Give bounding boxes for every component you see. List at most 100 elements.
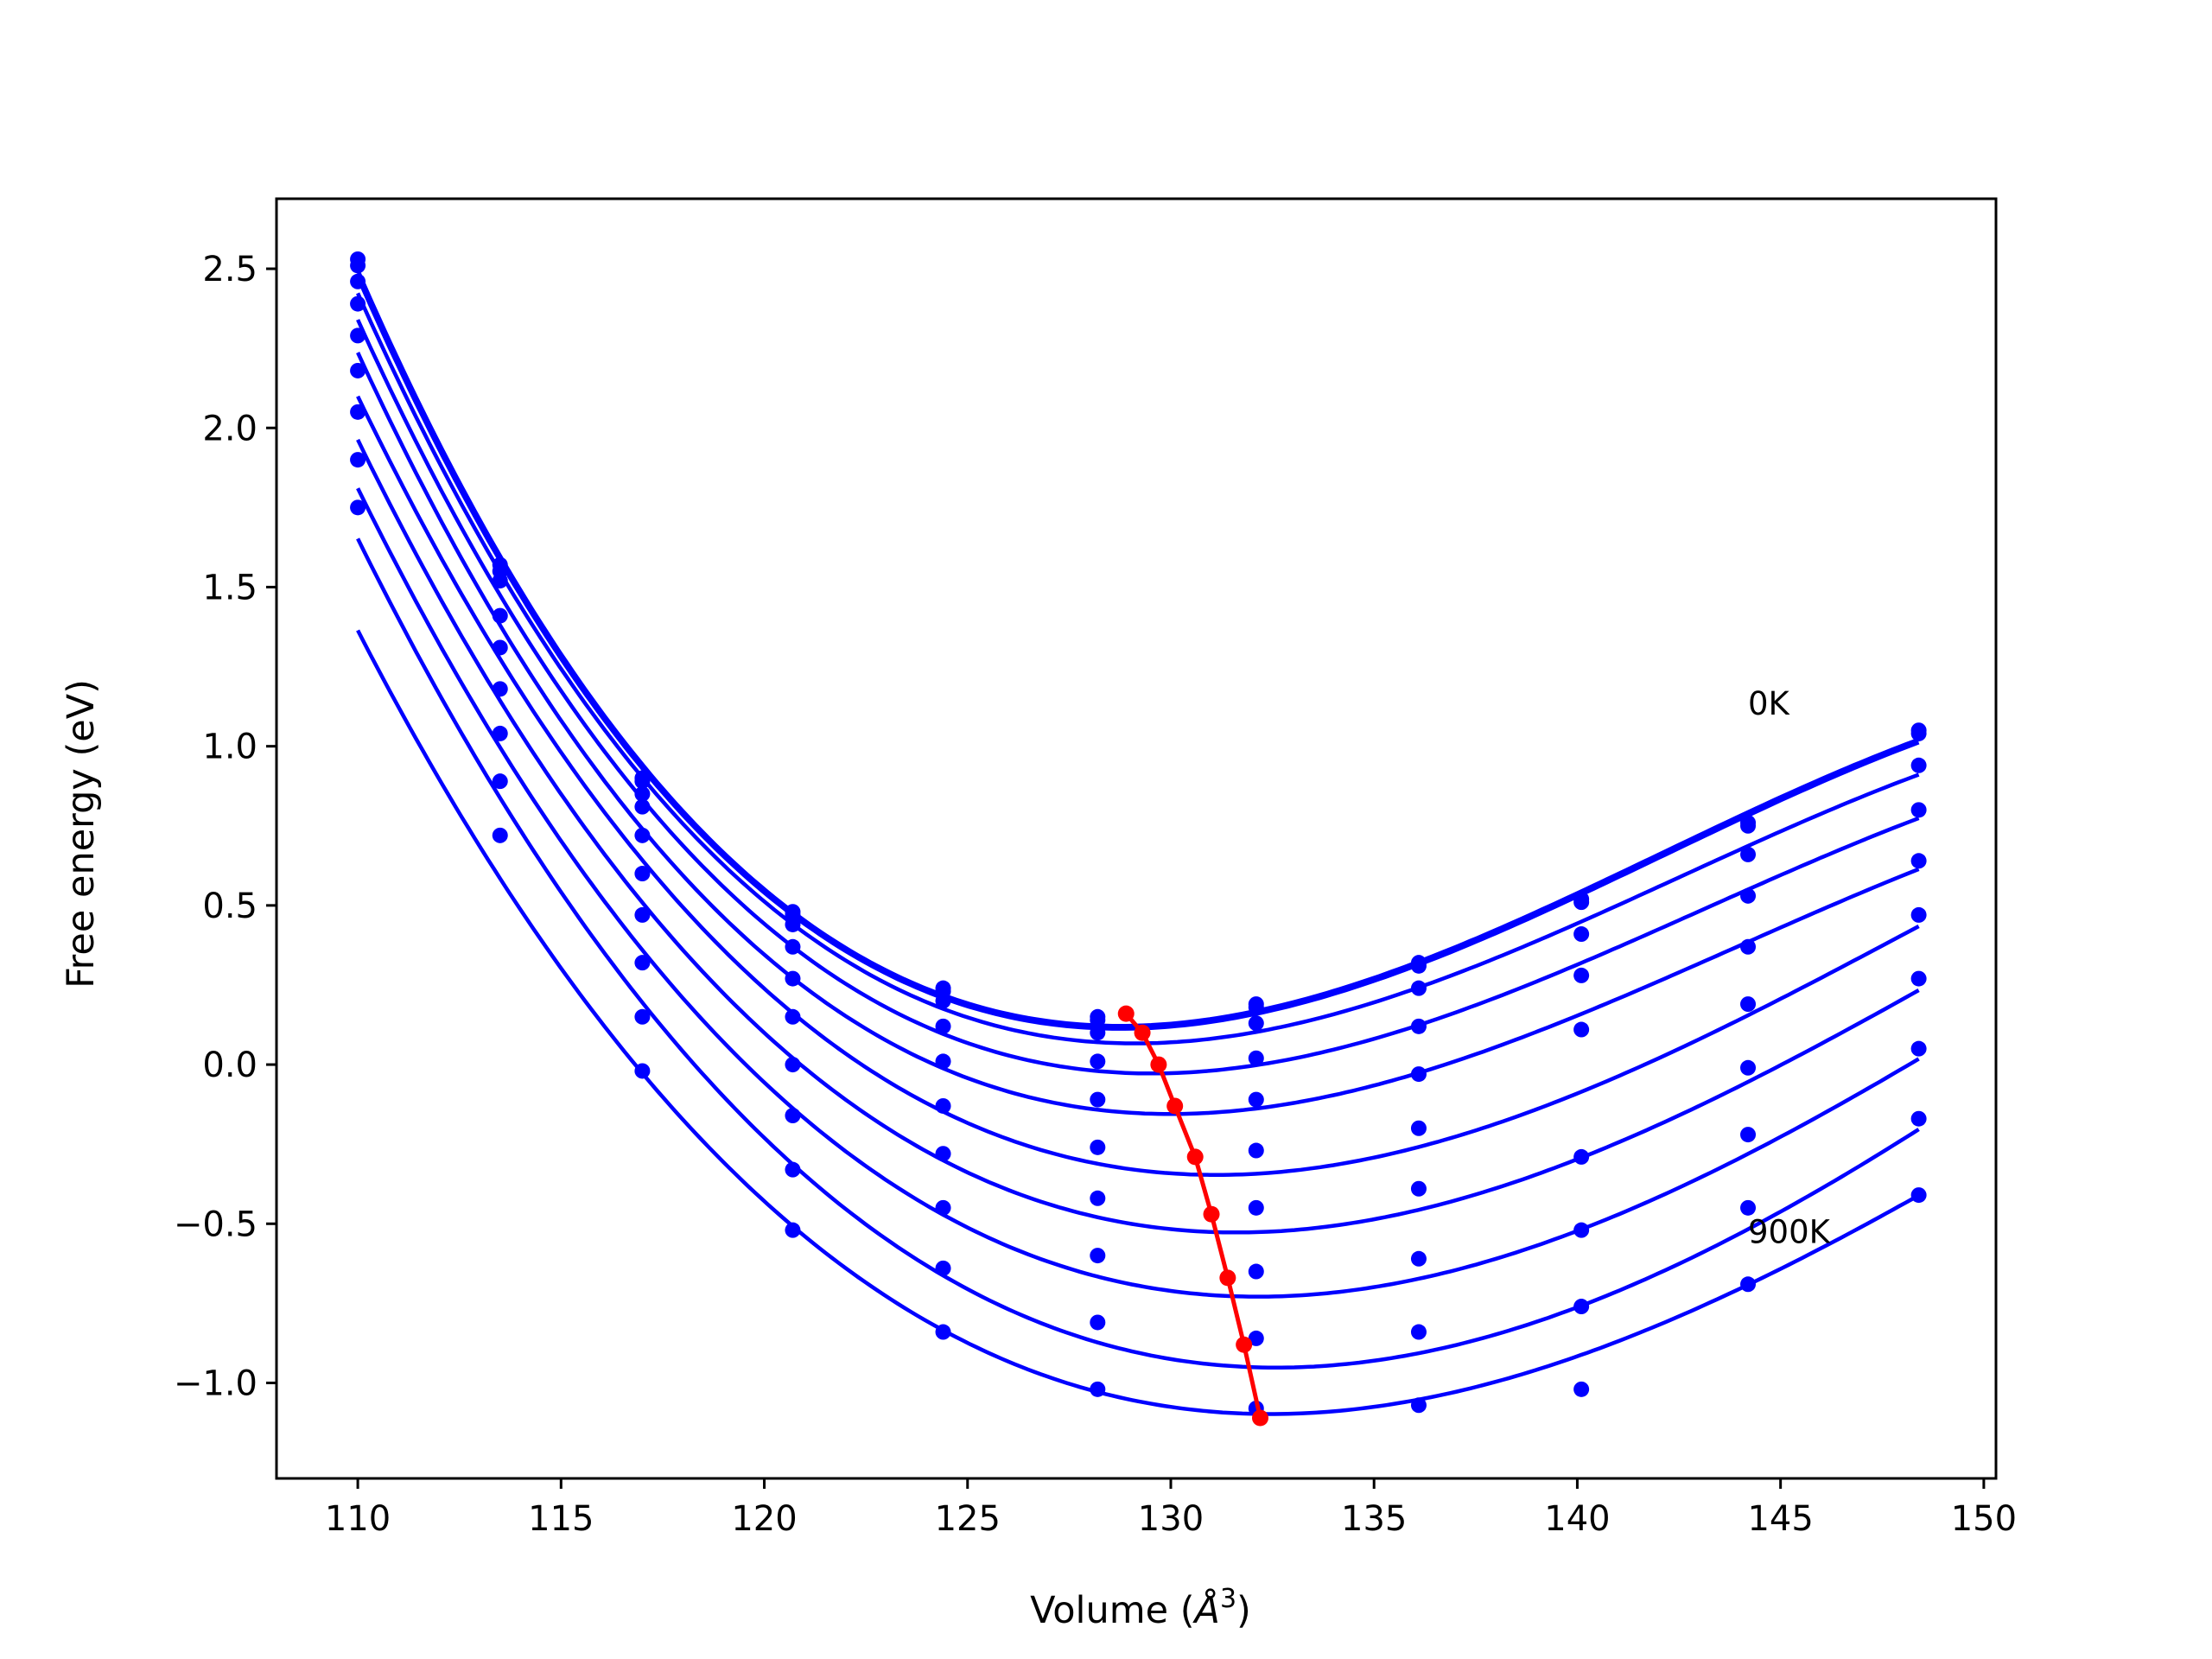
annotations: 0K 900K xyxy=(1748,685,1832,1251)
data-point xyxy=(1090,1381,1106,1397)
minimum-point xyxy=(1236,1336,1253,1353)
annotation-label: 900K xyxy=(1748,1213,1832,1250)
fitted-curve xyxy=(356,352,1920,1116)
x-tick-label: 110 xyxy=(325,1499,391,1539)
fitted-curve xyxy=(356,487,1920,1299)
data-point xyxy=(1248,1199,1264,1216)
x-tick-label: 140 xyxy=(1544,1499,1610,1539)
data-point xyxy=(935,1053,951,1070)
data-point xyxy=(634,1063,651,1079)
data-point xyxy=(935,993,951,1009)
data-points-layer xyxy=(350,251,1927,1416)
data-point xyxy=(1910,725,1927,741)
annotation-label: 0K xyxy=(1748,685,1791,722)
data-point xyxy=(492,573,508,589)
data-point xyxy=(1410,1066,1427,1083)
y-tick-label: 1.5 xyxy=(202,568,257,607)
y-axis: −1.0 −0.5 0.0 0.5 1.0 1.5 2.0 2.5 xyxy=(174,250,276,1403)
data-point xyxy=(350,499,366,516)
fitted-curve xyxy=(356,395,1920,1178)
data-point xyxy=(1910,906,1927,923)
data-point xyxy=(492,827,508,843)
x-axis-label-close: ) xyxy=(1236,1589,1251,1632)
data-point xyxy=(1248,1263,1264,1280)
fitted-curve xyxy=(356,319,1920,1076)
y-tick-label: 1.0 xyxy=(202,728,257,767)
data-point xyxy=(1248,1142,1264,1159)
data-point xyxy=(634,773,651,790)
x-tick-label: 130 xyxy=(1138,1499,1204,1539)
data-point xyxy=(1910,1040,1927,1057)
minimum-point xyxy=(1117,1005,1135,1022)
data-point xyxy=(1248,1330,1264,1346)
data-point xyxy=(1573,1299,1590,1315)
data-point xyxy=(1573,926,1590,943)
minimum-point xyxy=(1166,1097,1184,1115)
data-point xyxy=(1740,1127,1757,1143)
fitted-curve xyxy=(356,629,1920,1416)
data-point xyxy=(1090,1248,1106,1264)
data-point xyxy=(350,452,366,468)
data-point xyxy=(1410,1018,1427,1034)
data-point xyxy=(350,273,366,289)
data-point xyxy=(492,773,508,790)
data-point xyxy=(634,785,651,802)
data-point xyxy=(1090,1025,1106,1041)
data-point xyxy=(1248,1091,1264,1108)
x-tick-label: 145 xyxy=(1747,1499,1813,1539)
minimum-point xyxy=(1186,1148,1204,1166)
data-point xyxy=(1910,853,1927,869)
data-point xyxy=(1740,1276,1757,1293)
data-point xyxy=(935,1324,951,1340)
y-tick-label: 0.5 xyxy=(202,887,257,926)
x-axis: 110 115 120 125 130 135 140 145 150 xyxy=(325,1478,2017,1539)
data-point xyxy=(1090,1190,1106,1206)
y-axis-label: Free energy (eV) xyxy=(60,679,103,988)
data-point xyxy=(350,296,366,312)
data-point xyxy=(785,1108,801,1124)
fitted-curve xyxy=(356,438,1920,1235)
data-point xyxy=(1410,980,1427,996)
x-axis-label-unit: Å xyxy=(1192,1588,1220,1632)
data-point xyxy=(1410,1324,1427,1340)
data-point xyxy=(1573,1381,1590,1397)
data-point xyxy=(785,1161,801,1178)
data-point xyxy=(1573,894,1590,911)
data-point xyxy=(785,1057,801,1073)
data-point xyxy=(1090,1012,1106,1028)
y-tick-label: −1.0 xyxy=(174,1363,257,1403)
data-point xyxy=(634,906,651,923)
data-point xyxy=(935,1199,951,1216)
data-point xyxy=(1573,1148,1590,1165)
x-axis-label: Volume (Å3) xyxy=(1030,1584,1251,1632)
data-point xyxy=(1910,757,1927,773)
data-point xyxy=(1410,1250,1427,1267)
data-point xyxy=(1410,1397,1427,1414)
data-point xyxy=(634,866,651,882)
x-axis-label-text: Volume ( xyxy=(1030,1589,1194,1632)
y-tick-label: 2.0 xyxy=(202,409,257,448)
data-point xyxy=(785,916,801,932)
data-point xyxy=(1410,1120,1427,1136)
y-tick-label: −0.5 xyxy=(174,1205,257,1244)
data-point xyxy=(935,1018,951,1034)
data-point xyxy=(1573,967,1590,983)
data-point xyxy=(1910,1110,1927,1127)
minimum-point xyxy=(1219,1269,1236,1287)
data-point xyxy=(1910,802,1927,818)
data-point xyxy=(785,1008,801,1025)
data-point xyxy=(1090,1314,1106,1331)
y-tick-label: 0.0 xyxy=(202,1046,257,1085)
data-point xyxy=(935,1146,951,1162)
data-point xyxy=(1910,970,1927,987)
minimum-point xyxy=(1134,1024,1151,1041)
data-point xyxy=(634,1008,651,1025)
x-axis-label-power: 3 xyxy=(1220,1584,1236,1614)
data-point xyxy=(1910,1187,1927,1204)
data-point xyxy=(1740,887,1757,904)
fitted-curve xyxy=(356,292,1920,1046)
x-tick-label: 120 xyxy=(731,1499,797,1539)
data-point xyxy=(1410,1180,1427,1197)
plot-frame xyxy=(275,197,1998,1480)
